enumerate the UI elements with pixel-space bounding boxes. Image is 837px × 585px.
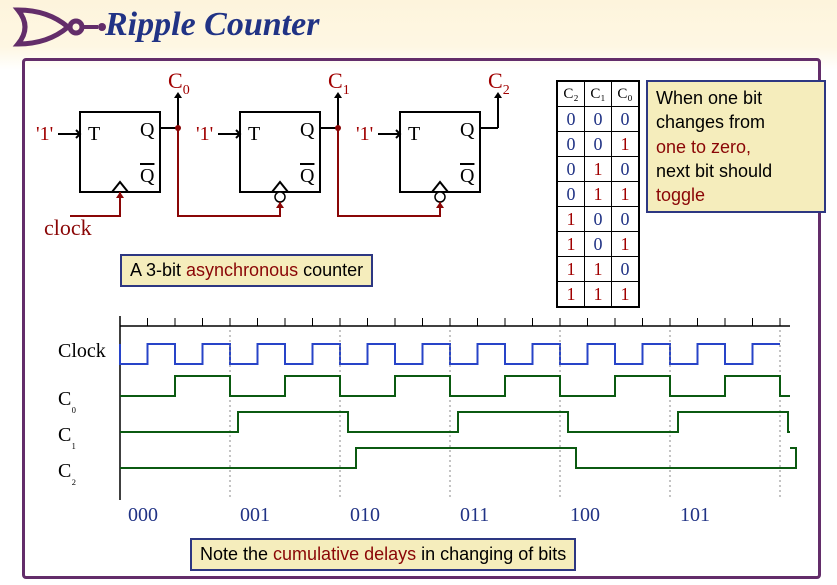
svg-text:T: T [408, 123, 420, 145]
caption-async: A 3-bit asynchronous counter [120, 254, 373, 287]
svg-text:Q: Q [140, 165, 155, 187]
timing-label-3: C₂ [58, 460, 76, 487]
count-001: 001 [240, 504, 270, 527]
timing-label-0: Clock [58, 340, 106, 363]
count-010: 010 [350, 504, 380, 527]
nor-gate-icon [12, 4, 107, 50]
svg-text:Q: Q [460, 119, 475, 141]
page-title: Ripple Counter [105, 6, 319, 44]
clock-label: clock [44, 215, 92, 241]
svg-text:Q: Q [140, 119, 155, 141]
explanation-box: When one bit changes from one to zero, n… [646, 80, 826, 213]
timing-label-2: C₁ [58, 424, 76, 451]
svg-text:T: T [248, 123, 260, 145]
timing-diagram [22, 300, 815, 530]
count-101: 101 [680, 504, 710, 527]
count-000: 000 [128, 504, 158, 527]
caption-delays: Note the cumulative delays in changing o… [190, 538, 576, 571]
svg-text:T: T [88, 123, 100, 145]
svg-text:Q: Q [300, 165, 315, 187]
svg-text:'1': '1' [36, 123, 53, 145]
timing-label-1: C₀ [58, 388, 76, 415]
svg-text:Q: Q [300, 119, 315, 141]
svg-text:Q: Q [460, 165, 475, 187]
svg-text:'1': '1' [196, 123, 213, 145]
svg-text:'1': '1' [356, 123, 373, 145]
truth-table: C₂C₁C₀000001010011100101110111 [556, 80, 640, 308]
count-011: 011 [460, 504, 489, 527]
count-100: 100 [570, 504, 600, 527]
